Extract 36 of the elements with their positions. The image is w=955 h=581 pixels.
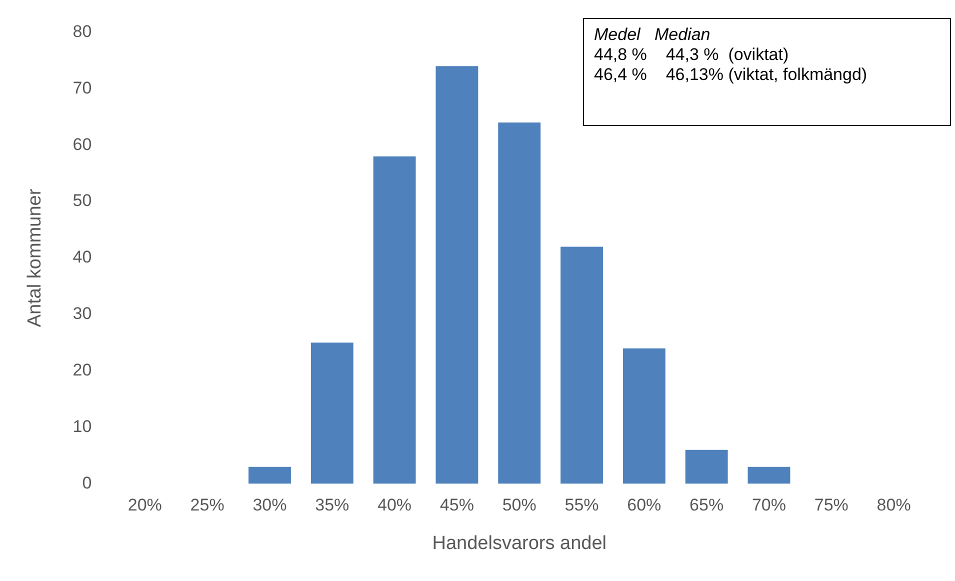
x-tick-label: 20% <box>128 496 162 515</box>
x-tick-label: 45% <box>440 496 474 515</box>
y-tick-label: 50 <box>72 191 92 210</box>
x-tick-label: 40% <box>378 496 412 515</box>
y-tick-label: 70 <box>72 78 92 98</box>
x-tick-label: 60% <box>627 496 662 515</box>
bar <box>498 122 541 484</box>
x-tick-label: 75% <box>814 496 848 515</box>
y-tick-label: 60 <box>72 134 92 154</box>
bar <box>622 348 666 484</box>
x-axis-title: Handelsvarors andel <box>432 532 606 554</box>
x-tick-label: 65% <box>690 496 724 515</box>
bar <box>560 246 603 484</box>
y-tick-label: 10 <box>72 417 92 436</box>
bar <box>685 450 728 484</box>
bar <box>310 342 354 484</box>
x-tick-label: 70% <box>752 496 786 515</box>
x-tick-label: 25% <box>190 496 224 515</box>
y-tick-label: 20 <box>72 360 92 380</box>
bar <box>373 156 416 484</box>
annotation: 46,4 % 46,13% (viktat, folkmängd) <box>594 65 868 85</box>
bar <box>248 466 291 484</box>
bar <box>436 66 478 484</box>
y-tick-label: 30 <box>72 304 92 324</box>
x-tick-label: 30% <box>252 496 287 515</box>
y-tick-label: 80 <box>72 22 92 41</box>
y-tick-label: 0 <box>82 473 92 492</box>
x-tick-label: 35% <box>315 496 350 515</box>
annotation: Medel Median <box>594 25 712 45</box>
y-tick-label: 40 <box>72 248 92 267</box>
annotation: 44,8 % 44,3 % (oviktat) <box>594 45 790 65</box>
bar <box>748 466 790 484</box>
x-tick-label: 55% <box>564 496 599 515</box>
x-tick-label: 50% <box>502 496 536 515</box>
x-tick-label: 80% <box>876 496 911 515</box>
y-axis-title: Antal kommuner <box>24 188 46 328</box>
